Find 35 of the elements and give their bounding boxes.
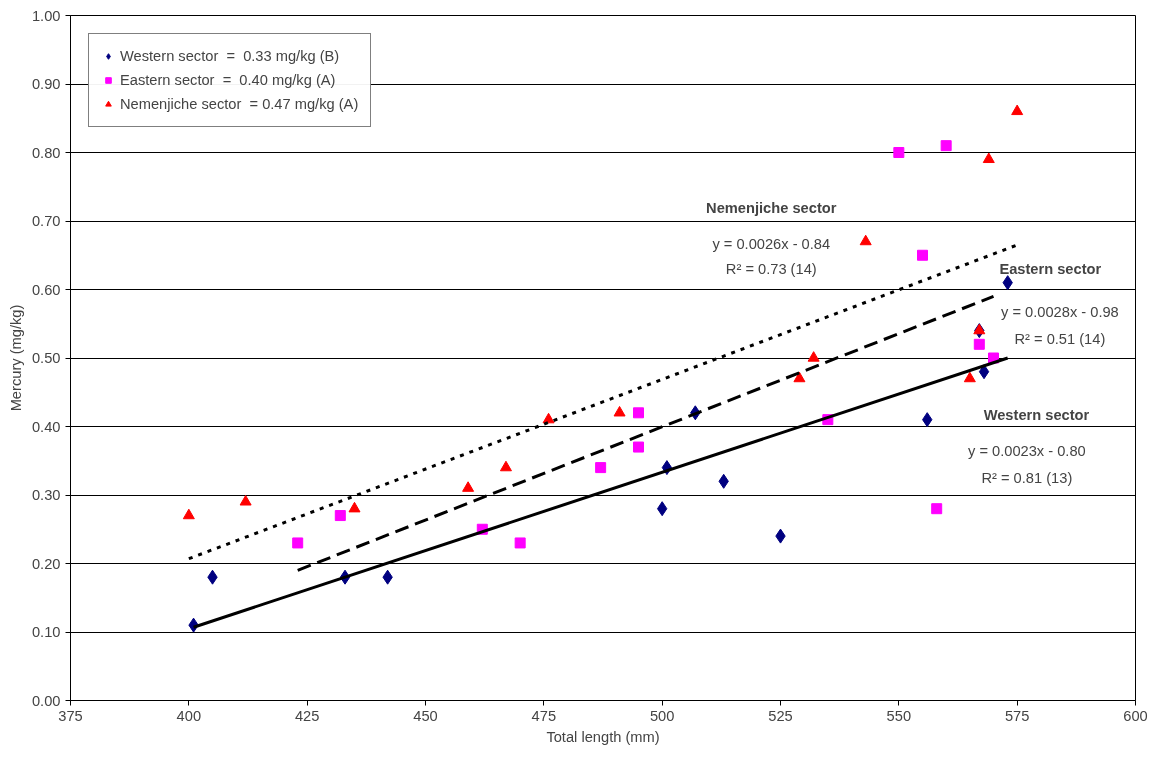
annotation: Eastern sector xyxy=(999,260,1102,277)
legend-label: Nemenjiche sector = 0.47 mg/kg (A) xyxy=(120,96,359,112)
annotation: Nemenjiche sector xyxy=(706,199,837,216)
annotation: Western sector xyxy=(983,406,1090,423)
annotation: R² = 0.81 (13) xyxy=(981,469,1073,486)
x-tick-label: 450 xyxy=(413,707,438,724)
annotation: y = 0.0026x - 0.84 xyxy=(712,235,831,252)
x-tick-label: 425 xyxy=(294,707,320,724)
x-tick-label: 525 xyxy=(768,707,793,724)
y-tick-label: 0.30 xyxy=(31,487,61,503)
x-tick-label: 475 xyxy=(531,707,557,724)
x-tick-label: 375 xyxy=(58,707,83,724)
y-tick-label: 0.50 xyxy=(31,350,61,366)
legend-label: Eastern sector = 0.40 mg/kg (A) xyxy=(120,72,336,88)
x-tick-label: 600 xyxy=(1123,707,1148,724)
y-tick-label: 0.70 xyxy=(31,213,61,229)
y-axis-title: Mercury (mg/kg) xyxy=(7,304,24,412)
y-tick-label: 0.10 xyxy=(31,624,61,640)
y-tick-label: 0.90 xyxy=(31,76,61,92)
annotation: y = 0.0023x - 0.80 xyxy=(968,443,1086,460)
y-tick-label: 0.00 xyxy=(31,692,61,709)
x-tick-label: 400 xyxy=(176,707,202,724)
x-tick-label: 500 xyxy=(649,707,675,724)
y-tick-label: 0.80 xyxy=(31,144,61,161)
y-tick-label: 1.00 xyxy=(31,7,61,24)
x-tick-label: 550 xyxy=(886,707,912,724)
y-tick-label: 0.20 xyxy=(31,555,61,572)
x-tick-label: 575 xyxy=(1004,707,1030,724)
annotation: R² = 0.51 (14) xyxy=(1014,330,1106,347)
annotation: R² = 0.73 (14) xyxy=(725,260,817,277)
legend-label: Western sector = 0.33 mg/kg (B) xyxy=(120,48,340,64)
y-tick-label: 0.60 xyxy=(31,281,61,298)
annotation: y = 0.0028x - 0.98 xyxy=(1001,304,1119,321)
y-tick-label: 0.40 xyxy=(31,418,61,435)
x-axis-title: Total length (mm) xyxy=(546,728,660,745)
